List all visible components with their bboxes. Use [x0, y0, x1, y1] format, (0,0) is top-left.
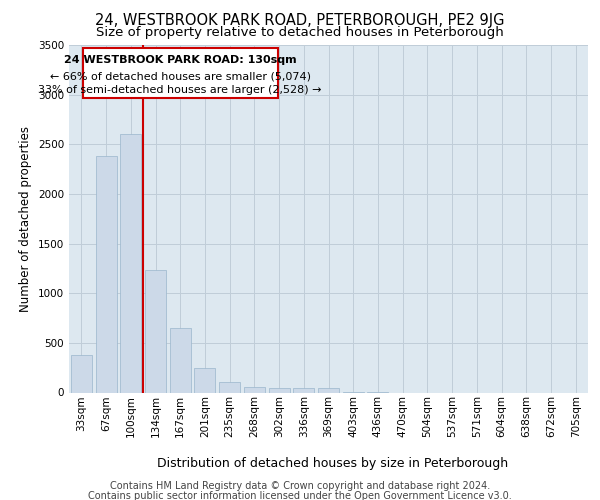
Bar: [145, 270, 166, 392]
Bar: [194, 368, 215, 392]
Text: Contains HM Land Registry data © Crown copyright and database right 2024.: Contains HM Land Registry data © Crown c…: [110, 481, 490, 491]
Y-axis label: Number of detached properties: Number of detached properties: [19, 126, 32, 312]
Bar: [293, 388, 314, 392]
Text: 33% of semi-detached houses are larger (2,528) →: 33% of semi-detached houses are larger (…: [38, 85, 322, 95]
Bar: [71, 355, 92, 393]
Bar: [95, 156, 116, 392]
Text: Contains public sector information licensed under the Open Government Licence v3: Contains public sector information licen…: [88, 491, 512, 500]
Text: 24 WESTBROOK PARK ROAD: 130sqm: 24 WESTBROOK PARK ROAD: 130sqm: [64, 56, 296, 66]
Bar: [318, 388, 339, 392]
Text: Size of property relative to detached houses in Peterborough: Size of property relative to detached ho…: [96, 26, 504, 39]
Bar: [120, 134, 141, 392]
Bar: [244, 386, 265, 392]
Bar: [219, 382, 240, 392]
Bar: [269, 388, 290, 392]
Text: ← 66% of detached houses are smaller (5,074): ← 66% of detached houses are smaller (5,…: [50, 72, 311, 82]
Text: Distribution of detached houses by size in Peterborough: Distribution of detached houses by size …: [157, 458, 509, 470]
FancyBboxPatch shape: [83, 48, 278, 98]
Text: 24, WESTBROOK PARK ROAD, PETERBOROUGH, PE2 9JG: 24, WESTBROOK PARK ROAD, PETERBOROUGH, P…: [95, 12, 505, 28]
Bar: [170, 328, 191, 392]
